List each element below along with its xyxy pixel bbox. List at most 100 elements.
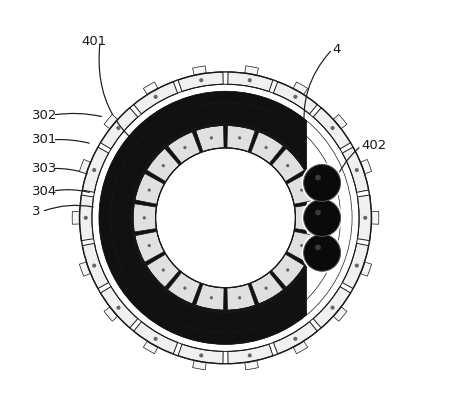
Circle shape <box>302 197 343 238</box>
Text: 4: 4 <box>332 43 341 56</box>
Polygon shape <box>251 272 283 304</box>
Circle shape <box>84 216 88 220</box>
Polygon shape <box>128 266 163 304</box>
Circle shape <box>286 164 290 167</box>
Polygon shape <box>361 159 372 173</box>
Polygon shape <box>104 307 117 321</box>
Circle shape <box>264 146 268 149</box>
Polygon shape <box>99 91 307 344</box>
Polygon shape <box>154 111 192 144</box>
Polygon shape <box>193 66 206 75</box>
Circle shape <box>238 136 241 140</box>
Polygon shape <box>105 97 303 338</box>
Circle shape <box>183 286 187 290</box>
Polygon shape <box>342 147 369 192</box>
Polygon shape <box>334 307 347 321</box>
Polygon shape <box>358 195 372 241</box>
Text: 3: 3 <box>32 205 41 218</box>
Circle shape <box>210 296 213 299</box>
Polygon shape <box>372 211 379 224</box>
Circle shape <box>331 126 335 130</box>
Polygon shape <box>273 82 318 114</box>
Circle shape <box>286 268 290 272</box>
Polygon shape <box>245 361 258 370</box>
Polygon shape <box>272 148 304 182</box>
Polygon shape <box>79 195 93 241</box>
Polygon shape <box>342 243 369 289</box>
Polygon shape <box>245 66 258 75</box>
Circle shape <box>300 244 304 247</box>
Polygon shape <box>113 162 143 200</box>
Polygon shape <box>295 204 318 232</box>
Polygon shape <box>293 342 308 354</box>
Polygon shape <box>287 173 316 204</box>
Circle shape <box>147 244 151 247</box>
Polygon shape <box>101 108 138 149</box>
Polygon shape <box>143 342 158 354</box>
Polygon shape <box>128 132 163 169</box>
Circle shape <box>315 245 321 250</box>
Polygon shape <box>168 132 200 164</box>
Circle shape <box>355 168 359 172</box>
Polygon shape <box>227 307 262 332</box>
Polygon shape <box>251 132 283 164</box>
Polygon shape <box>196 284 224 310</box>
Circle shape <box>238 296 241 299</box>
Circle shape <box>305 216 308 219</box>
Polygon shape <box>334 114 347 129</box>
Polygon shape <box>259 111 297 144</box>
Polygon shape <box>147 254 179 287</box>
Polygon shape <box>227 125 255 152</box>
Polygon shape <box>108 101 301 335</box>
Text: 304: 304 <box>32 185 58 198</box>
Circle shape <box>79 72 372 364</box>
Polygon shape <box>227 104 262 129</box>
Circle shape <box>248 353 252 358</box>
Polygon shape <box>101 286 138 328</box>
Circle shape <box>363 216 367 220</box>
Circle shape <box>302 162 343 203</box>
Circle shape <box>264 286 268 290</box>
Polygon shape <box>143 82 158 94</box>
Polygon shape <box>135 173 164 204</box>
Polygon shape <box>272 254 304 287</box>
Circle shape <box>355 263 359 268</box>
Polygon shape <box>227 284 255 310</box>
Polygon shape <box>102 95 305 341</box>
Circle shape <box>143 216 146 219</box>
Polygon shape <box>228 344 273 364</box>
Polygon shape <box>313 286 350 328</box>
Polygon shape <box>100 92 306 343</box>
Polygon shape <box>79 159 90 173</box>
Polygon shape <box>168 272 200 304</box>
Circle shape <box>161 164 165 167</box>
Polygon shape <box>189 307 224 332</box>
Circle shape <box>154 337 158 341</box>
Circle shape <box>248 78 252 82</box>
Polygon shape <box>313 108 350 149</box>
Polygon shape <box>259 291 297 325</box>
Polygon shape <box>110 103 299 333</box>
Circle shape <box>156 148 295 288</box>
Polygon shape <box>178 72 223 92</box>
Circle shape <box>293 337 297 341</box>
Polygon shape <box>228 72 273 92</box>
Circle shape <box>147 188 151 192</box>
Circle shape <box>199 353 203 358</box>
Circle shape <box>304 164 341 201</box>
Polygon shape <box>101 93 305 342</box>
Circle shape <box>331 306 335 310</box>
Circle shape <box>92 168 96 172</box>
Polygon shape <box>154 291 192 325</box>
Polygon shape <box>99 91 307 344</box>
Polygon shape <box>189 104 224 129</box>
Polygon shape <box>287 231 316 262</box>
Text: 402: 402 <box>361 139 387 152</box>
Polygon shape <box>133 204 156 232</box>
Circle shape <box>293 95 297 99</box>
Polygon shape <box>133 322 178 354</box>
Polygon shape <box>196 125 224 152</box>
Polygon shape <box>107 99 301 336</box>
Circle shape <box>210 136 213 140</box>
Circle shape <box>183 146 187 149</box>
